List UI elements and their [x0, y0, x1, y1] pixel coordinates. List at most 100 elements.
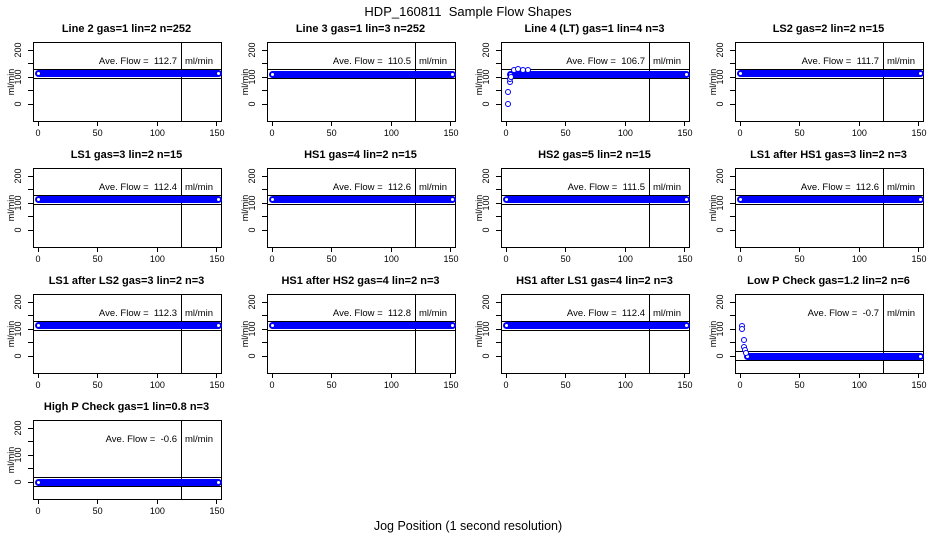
- x-tick-label: 50: [326, 128, 337, 138]
- subplot-hs1: HS1 gas=4 lin=2 n=15 0 100 200 ml/min 0 50 100 1…: [234, 146, 468, 272]
- open-circle-notch: [216, 198, 220, 202]
- y-axis-tick: [28, 301, 33, 303]
- subplot-low-p-check: Low P Check gas=1.2 lin=2 n=6 0 100 200 ml/m…: [702, 272, 936, 398]
- x-tick-label: 50: [326, 380, 337, 390]
- y-axis-unit-label: ml/min: [708, 320, 718, 348]
- y-axis-tick: [28, 216, 33, 217]
- x-axis-tick: [505, 247, 507, 252]
- ref-line-lower: [736, 77, 923, 79]
- figure-title: HDP_160811 Sample Flow Shapes: [364, 4, 572, 19]
- open-circle-notch: [450, 198, 454, 202]
- y-axis-tick: [262, 76, 267, 78]
- y-tick-label: 200: [247, 294, 257, 310]
- y-axis-tick: [730, 49, 735, 51]
- empty-cell: [468, 398, 702, 524]
- ref-line-upper: [502, 194, 689, 196]
- ref-line-upper: [268, 320, 455, 322]
- subplot-high-p-check: High P Check gas=1 lin=0.8 n=3 0 100 200 ml/…: [0, 398, 234, 524]
- x-tick-label: 150: [209, 380, 225, 390]
- x-axis-tick: [97, 247, 99, 252]
- y-tick-label: 0: [481, 353, 491, 359]
- x-tick-label: 100: [149, 380, 165, 390]
- subplot-title: Line 3 gas=1 lin=3 n=252: [295, 23, 426, 35]
- ref-line-upper: [502, 69, 689, 71]
- y-axis-tick: [496, 63, 501, 64]
- y-axis-tick: [28, 454, 33, 456]
- x-axis-tick: [390, 121, 392, 126]
- x-tick-label: 100: [851, 380, 867, 390]
- data-band: [34, 322, 222, 330]
- y-axis-unit-label: ml/min: [474, 320, 484, 348]
- x-tick-label: 150: [209, 128, 225, 138]
- threshold-vline: [883, 43, 885, 121]
- x-axis-tick: [684, 373, 686, 378]
- ref-line-lower: [736, 360, 923, 361]
- x-axis-tick: [37, 499, 39, 504]
- x-axis-tick: [450, 121, 452, 126]
- ref-line-lower: [34, 203, 221, 205]
- y-axis-unit-label: ml/min: [6, 194, 16, 222]
- open-circle-notch: [270, 72, 274, 76]
- y-axis-tick: [28, 202, 33, 204]
- data-band: [736, 196, 924, 204]
- x-axis-tick: [450, 247, 452, 252]
- plot-box: 0 100 200 ml/min 0 50 100 150 Ave. Flow = 112.7 m…: [6, 42, 225, 138]
- x-tick-label: 50: [560, 254, 571, 264]
- x-axis-tick: [918, 373, 920, 378]
- ave-flow-unit: ml/min: [419, 308, 447, 319]
- y-axis-tick: [262, 328, 267, 330]
- x-axis-tick: [390, 247, 392, 252]
- y-axis-tick: [496, 342, 501, 343]
- y-axis-tick: [496, 103, 501, 105]
- x-axis-tick: [799, 373, 801, 378]
- x-tick-label: 100: [383, 254, 399, 264]
- y-axis-tick: [496, 301, 501, 303]
- y-axis-tick: [28, 175, 33, 177]
- data-band: [502, 196, 690, 204]
- x-axis-tick: [565, 121, 567, 126]
- x-axis-tick: [271, 373, 273, 378]
- y-axis-tick: [262, 63, 267, 64]
- y-axis-tick: [28, 342, 33, 343]
- x-axis-tick: [565, 373, 567, 378]
- ave-flow-text: Ave. Flow = -0.7: [807, 308, 879, 319]
- y-axis-tick: [28, 49, 33, 51]
- y-axis-tick: [496, 49, 501, 51]
- subplot-hs1-after-ls1: HS1 after LS1 gas=4 lin=2 n=3 0 100 200 ml/m…: [468, 272, 702, 398]
- subplot-hs1-after-hs2: HS1 after HS2 gas=4 lin=2 n=3 0 100 200 ml/m…: [234, 272, 468, 398]
- open-circle-notch: [738, 72, 742, 76]
- x-axis-tick: [97, 373, 99, 378]
- subplot-title: Line 4 (LT) gas=1 lin=4 n=3: [524, 23, 665, 35]
- ave-flow-unit: ml/min: [185, 182, 213, 193]
- x-tick-label: 0: [269, 128, 275, 138]
- x-axis-tick: [216, 247, 218, 252]
- plot-box: 0 100 200 ml/min 0 50 100 150 Ave. Flow = 111.5 m…: [474, 168, 693, 264]
- x-axis-tick: [739, 247, 741, 252]
- y-axis-tick: [730, 315, 735, 316]
- data-band: [34, 70, 222, 78]
- y-axis-tick: [730, 355, 735, 357]
- ave-flow-text: Ave. Flow = 112.7: [98, 56, 177, 67]
- x-axis-tick: [684, 247, 686, 252]
- x-tick-label: 50: [560, 380, 571, 390]
- ref-line-lower: [502, 329, 689, 331]
- y-axis-tick: [28, 427, 33, 429]
- subplot-title: HS1 after LS1 gas=4 lin=2 n=3: [516, 275, 673, 287]
- data-band: [268, 196, 456, 204]
- ref-line-lower: [268, 329, 455, 331]
- y-tick-label: 0: [247, 227, 257, 233]
- subplot-hs2: HS2 gas=5 lin=2 n=15 0 100 200 ml/min 0 50 100 1…: [468, 146, 702, 272]
- threshold-vline: [883, 169, 885, 247]
- y-tick-label: 0: [715, 227, 725, 233]
- data-point: [507, 74, 514, 80]
- x-tick-label: 100: [851, 128, 867, 138]
- y-axis-tick: [28, 90, 33, 91]
- data-point: [505, 88, 512, 95]
- ave-flow-unit: ml/min: [887, 56, 915, 67]
- y-tick-label: 0: [715, 101, 725, 107]
- y-axis-unit-label: ml/min: [240, 320, 250, 348]
- open-circle-notch: [738, 198, 742, 202]
- y-axis-tick: [262, 49, 267, 51]
- y-tick-label: 0: [481, 227, 491, 233]
- x-tick-label: 100: [383, 380, 399, 390]
